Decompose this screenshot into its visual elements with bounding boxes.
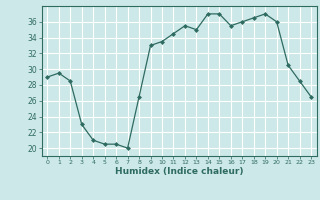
X-axis label: Humidex (Indice chaleur): Humidex (Indice chaleur) [115, 167, 244, 176]
